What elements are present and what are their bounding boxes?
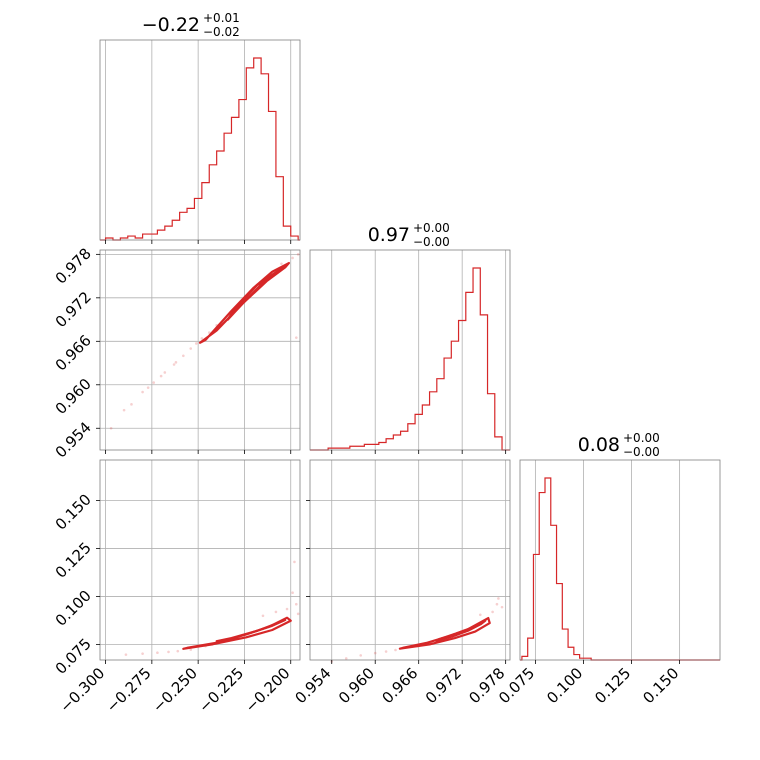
- sample-point: [207, 331, 211, 334]
- sample-point: [189, 648, 193, 651]
- sample-point: [296, 253, 300, 256]
- title-p2-value: 0.08: [578, 434, 620, 456]
- sample-point: [189, 347, 193, 350]
- sample-point: [478, 613, 482, 617]
- sample-point: [167, 650, 170, 654]
- sample-point: [176, 649, 180, 653]
- title-p0: −0.22 +0.01 −0.02: [142, 11, 240, 39]
- sample-point: [159, 374, 163, 378]
- x-tick-label: 0.100: [543, 664, 586, 707]
- panel-p0-hist: [99, 39, 301, 244]
- x-tick-label: 0.960: [335, 664, 378, 707]
- sample-point: [182, 354, 185, 358]
- x-tick-label: −0.275: [103, 664, 155, 716]
- y-tick-label: 0.100: [52, 587, 95, 630]
- panel-frame: [99, 39, 301, 241]
- sample-point: [344, 657, 348, 660]
- panel-p1-hist: [309, 249, 511, 454]
- sample-point: [141, 390, 144, 394]
- sample-point: [394, 648, 397, 652]
- corner-panels: 0.9540.9600.9660.9720.978−0.300−0.275−0.…: [52, 39, 721, 716]
- sample-point: [130, 403, 133, 406]
- sample-point: [495, 602, 499, 606]
- histogram-p1: [310, 267, 510, 451]
- sample-point: [280, 262, 283, 266]
- sample-point: [384, 650, 388, 653]
- panel-p0-vs-p2: −0.300−0.275−0.250−0.225−0.2000.0750.100…: [52, 459, 301, 716]
- sample-point: [122, 408, 126, 412]
- histogram-p0: [100, 57, 300, 241]
- sample-point: [261, 614, 265, 618]
- contour-level: [398, 616, 491, 650]
- title-p0-value: −0.22: [142, 14, 200, 36]
- y-tick-label: 0.972: [52, 288, 95, 331]
- sample-point: [373, 651, 377, 655]
- x-tick-label: −0.250: [149, 664, 201, 716]
- panel-frame: [99, 459, 301, 661]
- sample-point: [109, 426, 113, 430]
- x-tick-label: 0.954: [291, 664, 334, 707]
- y-tick-label: 0.954: [52, 418, 95, 461]
- contour-level: [182, 616, 292, 650]
- title-p0-minus: −0.02: [203, 25, 240, 39]
- histogram-p2: [520, 477, 720, 661]
- title-p2: 0.08 +0.00 −0.00: [578, 431, 660, 459]
- title-p1: 0.97 +0.00 −0.00: [368, 221, 450, 249]
- panel-frame: [519, 459, 721, 661]
- x-tick-label: 0.125: [591, 664, 634, 707]
- panel-frame: [309, 459, 511, 661]
- y-tick-label: 0.125: [52, 539, 95, 582]
- contour-level: [434, 619, 487, 642]
- sample-point: [124, 653, 128, 656]
- title-p2-minus: −0.00: [623, 445, 660, 459]
- title-p2-plus: +0.00: [623, 431, 660, 445]
- x-tick-label: −0.200: [242, 664, 294, 716]
- sample-point: [141, 652, 144, 655]
- sample-point: [163, 371, 167, 374]
- sample-point: [156, 651, 159, 654]
- panel-frame: [99, 249, 301, 451]
- title-p0-plus: +0.01: [203, 11, 240, 25]
- sample-point: [194, 342, 198, 345]
- sample-point: [296, 612, 300, 616]
- panel-p2-hist: 0.075 0.100 0.125 0.150: [495, 459, 721, 707]
- y-tick-label: 0.978: [52, 244, 95, 287]
- title-p1-value: 0.97: [368, 224, 410, 246]
- sample-point: [291, 591, 294, 594]
- sample-point: [174, 361, 178, 364]
- sample-point: [200, 337, 204, 340]
- title-p1-minus: −0.00: [413, 235, 450, 249]
- panel-frame: [309, 249, 511, 451]
- panel-p1-vs-p2: 0.954 0.960 0.966 0.972 0.978: [291, 459, 511, 707]
- title-p1-plus: +0.00: [413, 221, 450, 235]
- sample-point: [294, 336, 298, 339]
- sample-point: [293, 560, 296, 564]
- contour-level: [226, 266, 285, 321]
- sample-point: [146, 386, 150, 389]
- sample-point: [274, 610, 278, 614]
- sample-point: [497, 597, 500, 600]
- sample-point: [285, 607, 289, 611]
- y-tick-label: 0.966: [52, 331, 95, 374]
- sample-point: [291, 256, 294, 260]
- sample-point: [172, 363, 176, 366]
- x-tick-label: 0.972: [422, 664, 465, 707]
- sample-point: [359, 654, 363, 657]
- x-tick-label: 0.150: [639, 664, 682, 707]
- contour-level: [215, 618, 287, 643]
- sample-point: [294, 602, 298, 606]
- sample-point: [491, 610, 494, 614]
- sample-point: [500, 605, 504, 609]
- sample-point: [152, 381, 156, 384]
- y-tick-label: 0.960: [52, 375, 95, 418]
- y-tick-label: 0.150: [52, 490, 95, 533]
- x-tick-label: 0.966: [378, 664, 421, 707]
- x-tick-label: −0.225: [195, 664, 247, 716]
